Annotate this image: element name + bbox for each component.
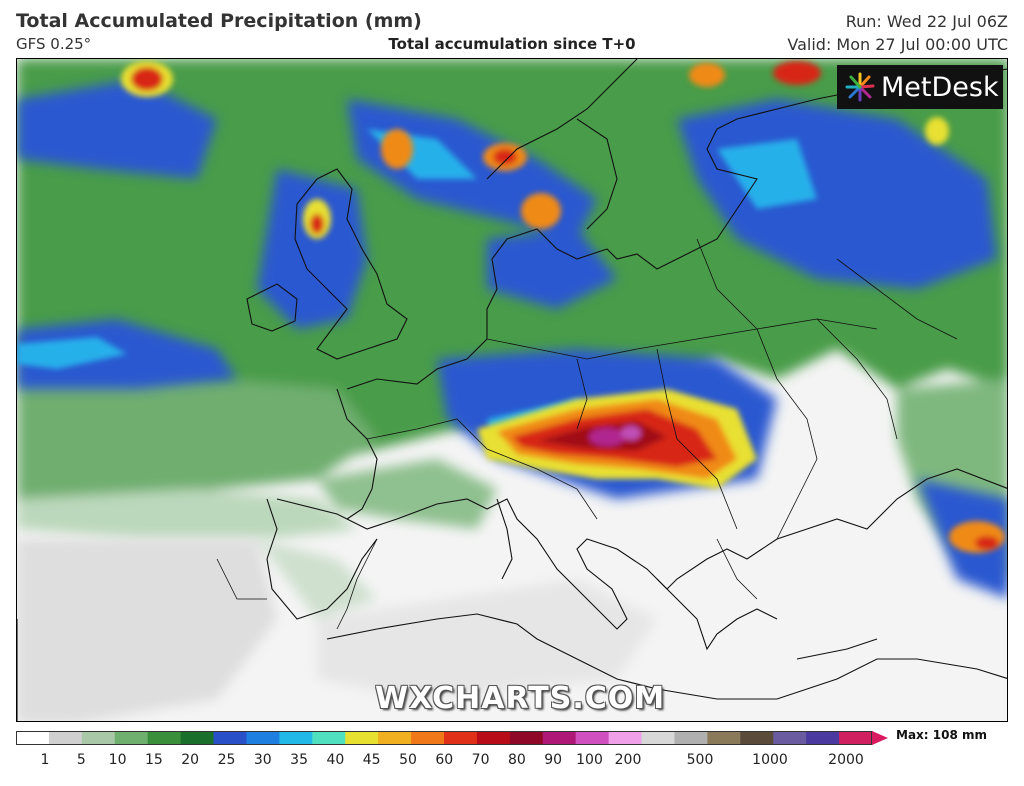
legend-frame <box>16 731 872 745</box>
legend-swatch <box>806 731 840 745</box>
legend-swatch <box>114 731 149 745</box>
chart-title: Total Accumulated Precipitation (mm) <box>16 10 422 32</box>
legend-tick-label: 15 <box>144 752 163 768</box>
legend-tick-label: 70 <box>471 752 490 768</box>
legend-tick-label: 35 <box>290 752 309 768</box>
legend-tick-label: 80 <box>507 752 526 768</box>
legend-tick-label: 30 <box>253 752 272 768</box>
wxcharts-watermark: WXCHARTS.COM <box>375 681 666 716</box>
legend-tick-label: 500 <box>686 752 714 768</box>
legend-swatch <box>773 731 807 745</box>
precipitation-map[interactable]: MetDesk WXCHARTS.COM <box>16 58 1008 722</box>
legend-swatch <box>707 731 741 745</box>
legend-color-bar <box>16 731 888 745</box>
legend-swatch <box>674 731 708 745</box>
legend-swatch <box>378 731 412 745</box>
legend-swatch <box>246 731 280 745</box>
precip-field-trace <box>17 539 657 721</box>
legend-tick-label: 1000 <box>752 752 788 768</box>
metdesk-logo: MetDesk <box>837 65 1003 109</box>
legend-tick-label: 40 <box>326 752 345 768</box>
legend-swatch <box>839 731 873 745</box>
precip-field-warm <box>121 61 1005 553</box>
legend-swatch <box>476 731 511 745</box>
legend-swatch <box>147 731 182 745</box>
legend-swatch <box>509 731 544 745</box>
legend-tick-label: 20 <box>181 752 200 768</box>
metdesk-burst-icon <box>845 72 875 102</box>
legend-swatch <box>411 731 445 745</box>
valid-time: Valid: Mon 27 Jul 00:00 UTC <box>787 35 1008 54</box>
legend-arrow <box>872 731 888 745</box>
alps-heavy-precip <box>477 389 757 489</box>
legend-tick-label: 10 <box>108 752 127 768</box>
legend-tick-label: 45 <box>362 752 381 768</box>
legend-swatch <box>542 731 577 745</box>
legend-swatch <box>641 731 676 745</box>
borders <box>216 238 958 630</box>
legend-tick-label: 60 <box>435 752 454 768</box>
legend-tick-label: 25 <box>217 752 236 768</box>
legend-tick-label: 100 <box>576 752 603 768</box>
legend-tick-label: 50 <box>399 752 417 768</box>
model-label: GFS 0.25° <box>16 35 92 53</box>
legend-swatch <box>345 731 379 745</box>
legend-tick-label: 5 <box>76 752 86 768</box>
legend-tick-label: 200 <box>614 752 642 768</box>
chart-subtitle: Total accumulation since T+0 <box>388 35 636 53</box>
legend-tick-label: 2000 <box>828 752 864 768</box>
legend-swatch <box>279 731 313 745</box>
legend-swatch <box>740 731 774 745</box>
legend-swatch <box>81 731 116 745</box>
legend-swatch <box>48 731 83 745</box>
map-canvas <box>17 59 1007 721</box>
legend-swatch <box>575 731 610 745</box>
legend-swatch <box>16 731 50 745</box>
legend-tick-label: 90 <box>544 752 563 768</box>
metdesk-logo-text: MetDesk <box>881 71 999 103</box>
legend-swatch <box>213 731 248 745</box>
run-time: Run: Wed 22 Jul 06Z <box>845 12 1008 31</box>
coastlines <box>17 59 1007 721</box>
legend-swatch <box>608 731 643 745</box>
legend-swatch <box>444 731 478 745</box>
legend-tick-label: 1 <box>40 752 50 768</box>
legend-swatch <box>180 731 215 745</box>
legend-swatch <box>312 731 346 745</box>
legend-max-label: Max: 108 mm <box>896 728 987 742</box>
